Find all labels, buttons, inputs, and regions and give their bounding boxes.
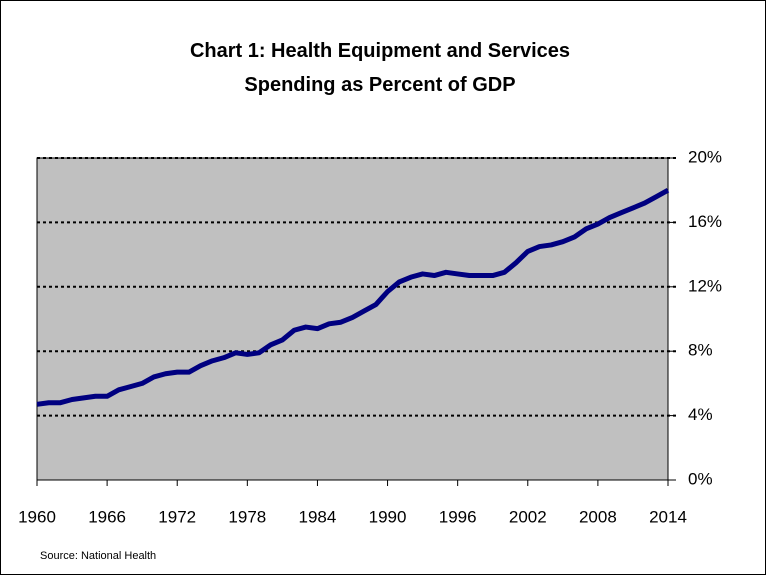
- source: Source: National Health: [40, 550, 156, 562]
- y-tick-label: 20%: [688, 147, 722, 166]
- chart-title: Chart 1: Health Equipment and Services S…: [189, 40, 571, 96]
- y-tick-label: 16%: [688, 212, 722, 231]
- line-series: [36, 188, 670, 407]
- x-tick-label: 1978: [228, 507, 266, 526]
- x-tick-label: 2014: [649, 507, 687, 526]
- y-tick-label: 0%: [688, 469, 713, 488]
- x-tick-label: 2008: [579, 507, 617, 526]
- x-tick-label: 1996: [439, 507, 477, 526]
- y-tick-label: 8%: [688, 341, 713, 360]
- x-tick-label: 1984: [299, 507, 337, 526]
- y-tick-label: 4%: [688, 405, 713, 424]
- x-tick-label: 1960: [18, 507, 56, 526]
- x-tick-label: 2002: [509, 507, 547, 526]
- x-tick-label: 1966: [88, 507, 126, 526]
- x-tick-label: 1990: [369, 507, 407, 526]
- x-tick-label: 1972: [158, 507, 196, 526]
- y-tick-label: 12%: [688, 276, 722, 295]
